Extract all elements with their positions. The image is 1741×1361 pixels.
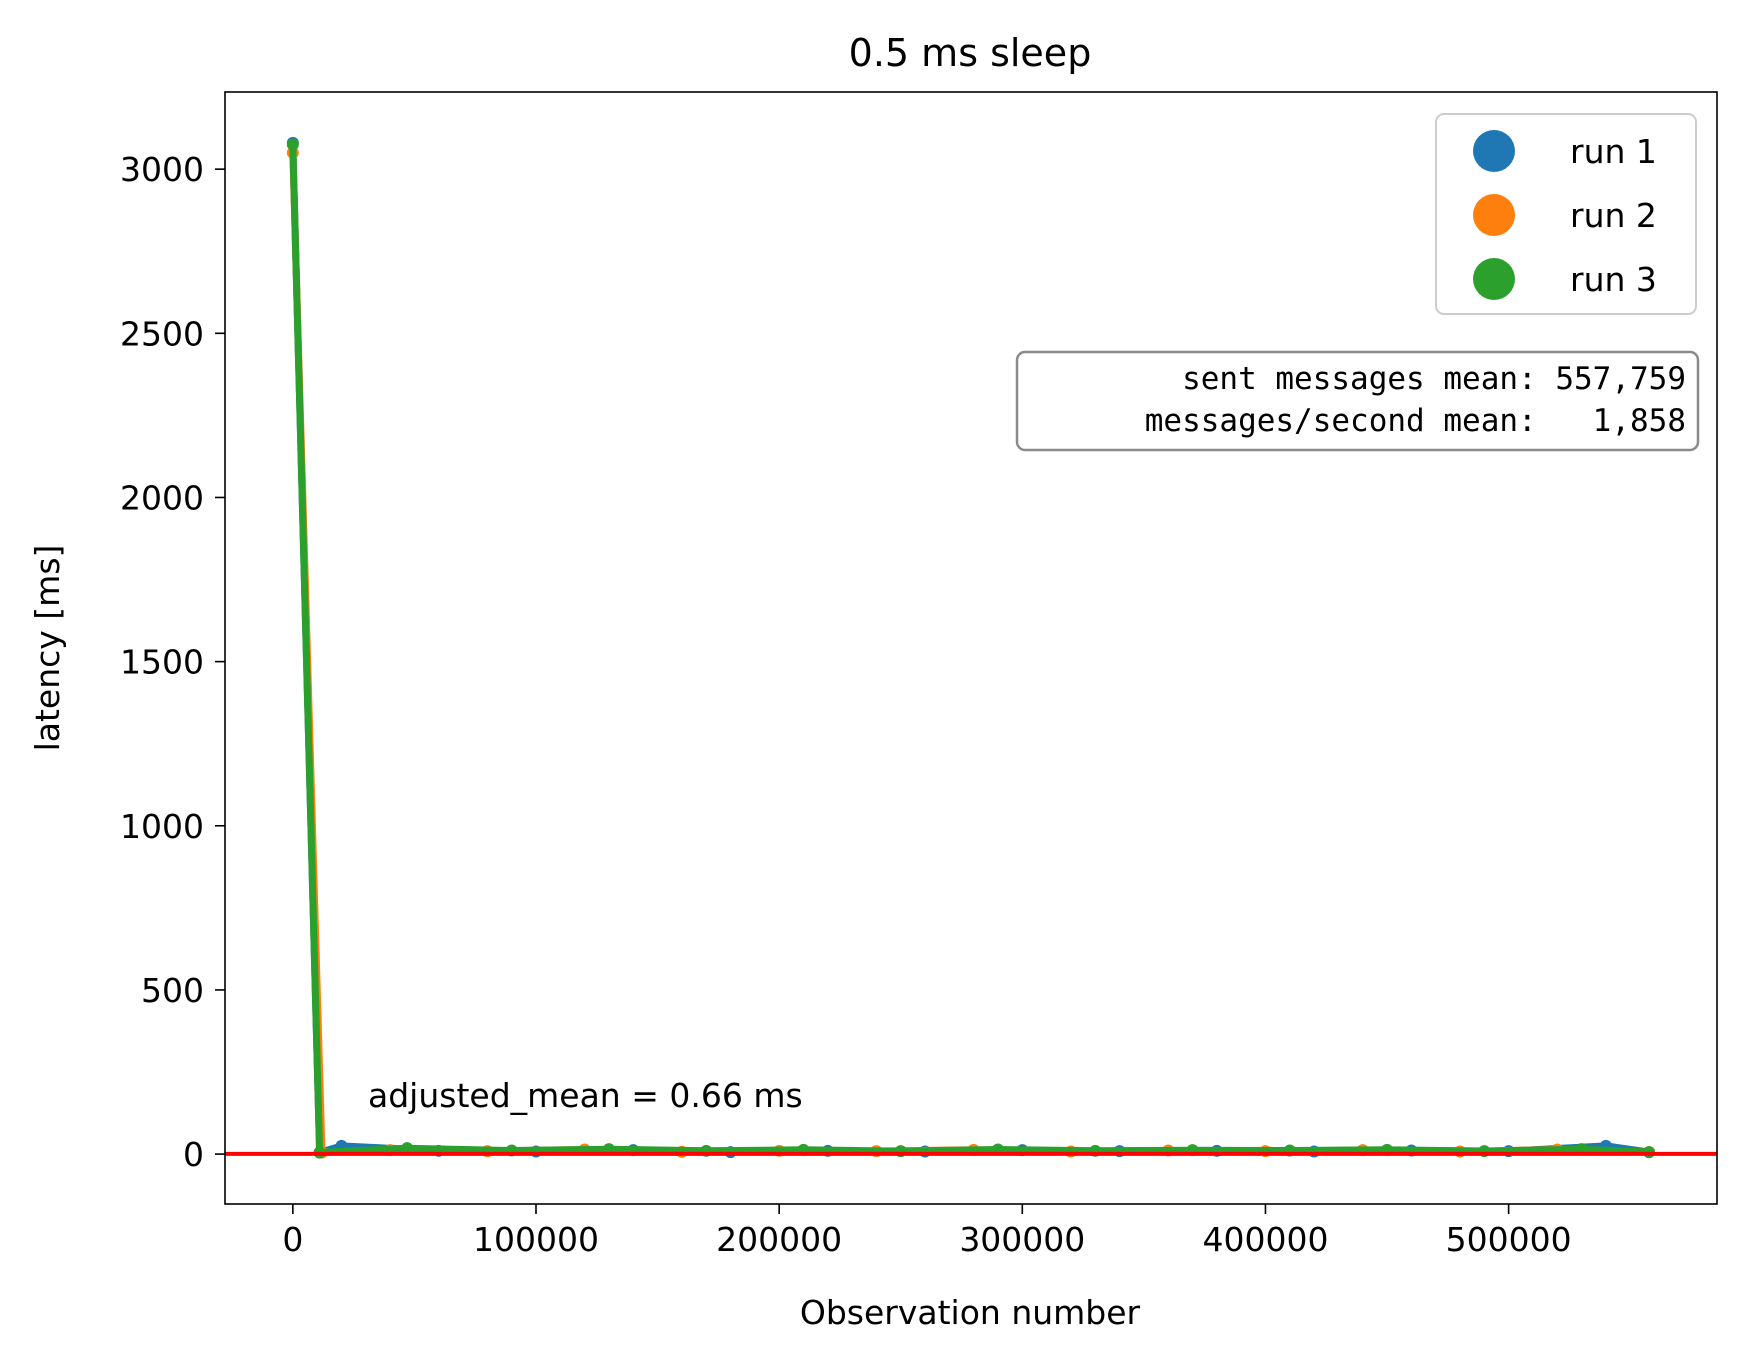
legend-marker-3 — [1473, 258, 1515, 300]
x-axis-label: Observation number — [800, 1293, 1141, 1332]
legend-entries: run 1 run 2 run 3 — [1473, 130, 1657, 300]
chart-title: 0.5 ms sleep — [849, 31, 1092, 75]
x-tick-label: 500000 — [1446, 1220, 1572, 1259]
x-tick-label: 200000 — [716, 1220, 842, 1259]
x-tick-label: 0 — [282, 1220, 303, 1259]
data-point — [401, 1142, 414, 1155]
axes-frame — [224, 91, 1718, 1205]
stats-sent-messages: sent messages mean: 557,759 — [1145, 361, 1686, 397]
x-tick-label: 100000 — [473, 1220, 599, 1259]
x-axis-ticks: 0 100000 200000 300000 400000 500000 — [282, 1204, 1572, 1259]
stats-box-frame — [1015, 350, 1700, 452]
y-tick-label: 1500 — [120, 643, 204, 682]
y-tick-label: 3000 — [120, 150, 204, 189]
x-tick-label: 300000 — [959, 1220, 1085, 1259]
y-tick-label: 2500 — [120, 314, 204, 353]
stats-messages-per-second: messages/second mean: 1,858 — [1145, 403, 1686, 439]
y-tick-label: 1000 — [120, 807, 204, 846]
legend-label-3: run 3 — [1570, 260, 1657, 299]
series-line-3 — [289, 141, 1653, 1156]
y-axis-ticks: 0 500 1000 1500 2000 2500 3000 — [120, 150, 225, 1174]
adjusted-mean-annotation: adjusted_mean = 0.66 ms — [368, 1076, 803, 1115]
stats-box: sent messages mean: 557,759 messages/sec… — [1015, 350, 1700, 452]
legend-marker-2 — [1473, 194, 1515, 236]
plot-area — [286, 136, 1656, 1159]
y-tick-label: 0 — [183, 1135, 204, 1174]
y-tick-label: 2000 — [120, 478, 204, 517]
x-tick-label: 400000 — [1202, 1220, 1328, 1259]
legend-label-2: run 2 — [1570, 196, 1657, 235]
legend: run 1 run 2 run 3 — [1435, 113, 1697, 315]
legend-label-1: run 1 — [1570, 132, 1657, 171]
y-tick-label: 500 — [141, 971, 204, 1010]
legend-marker-1 — [1473, 130, 1515, 172]
data-point — [286, 138, 299, 151]
y-axis-label: latency [ms] — [28, 545, 67, 752]
